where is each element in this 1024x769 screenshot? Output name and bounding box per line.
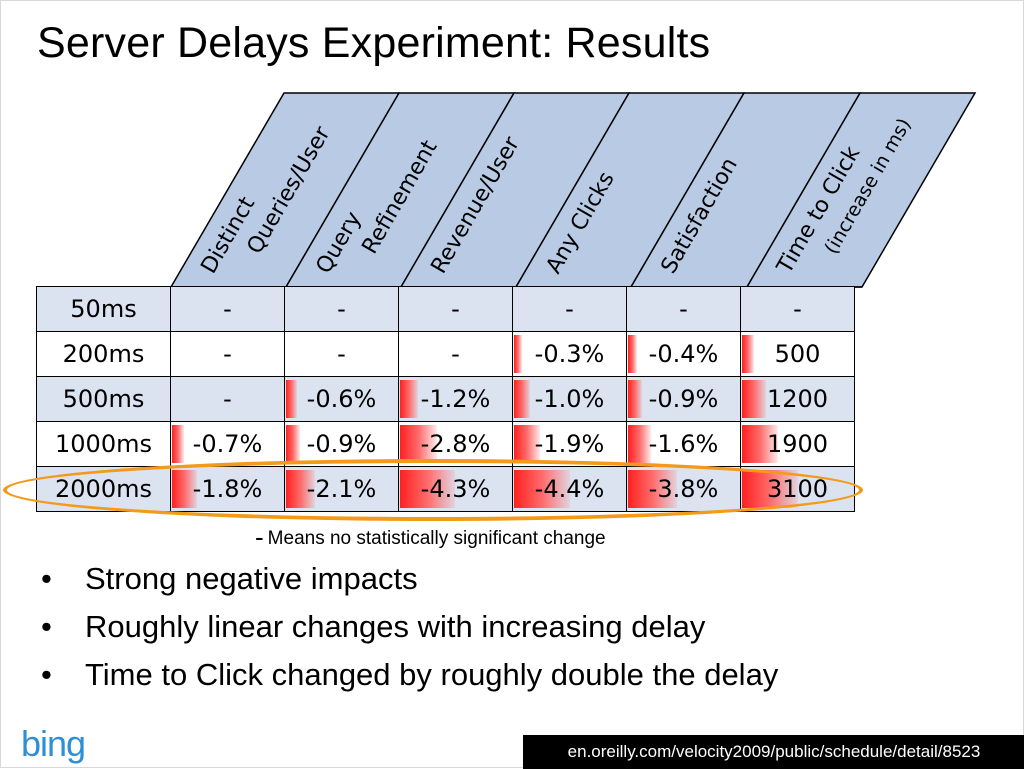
table-cell: 1200	[740, 376, 855, 422]
impact-bar	[514, 335, 522, 373]
table-cell: -0.6%	[284, 376, 399, 422]
results-table: 50ms - - - - - - 200ms - - - -0.3% -0.4% 500 500ms - -0.…	[36, 286, 855, 512]
cell-value: -0.6%	[306, 385, 377, 413]
cell-value: -0.9%	[306, 430, 377, 458]
cell-value: 3100	[766, 475, 829, 503]
table-cell: -1.6%	[626, 421, 741, 467]
bullet-dot: •	[41, 657, 52, 692]
source-url[interactable]: en.oreilly.com/velocity2009/public/sched…	[523, 735, 1024, 769]
table-row: 1000ms -0.7% -0.9% -2.8% -1.9% -1.6% 1900	[36, 421, 855, 467]
table-cell: -0.4%	[626, 331, 741, 377]
impact-bar	[628, 335, 637, 373]
cell-value: -	[565, 295, 574, 323]
cell-value: -4.3%	[420, 475, 491, 503]
table-cell: -	[284, 286, 399, 332]
cell-value: -	[223, 340, 232, 368]
cell-value: -2.1%	[306, 475, 377, 503]
impact-bar	[742, 380, 766, 418]
cell-value: 500	[774, 340, 821, 368]
table-cell: -2.8%	[398, 421, 513, 467]
table-cell: -0.7%	[170, 421, 285, 467]
footnote: - Means no statistically significant chan…	[255, 522, 606, 553]
row-label: 500ms	[36, 376, 171, 422]
cell-value: -1.6%	[648, 430, 719, 458]
cell-value: -1.0%	[534, 385, 605, 413]
cell-value: -0.3%	[534, 340, 605, 368]
bullet-list: • Strong negative impacts • Roughly linear…	[41, 561, 778, 705]
table-cell: 500	[740, 331, 855, 377]
impact-bar	[400, 380, 418, 418]
table-cell: -1.0%	[512, 376, 627, 422]
impact-bar	[172, 425, 184, 463]
column-header-band: DistinctQueries/UserQueryRefinementReven…	[36, 92, 977, 288]
table-cell: -	[284, 331, 399, 377]
impact-bar	[628, 425, 651, 463]
cell-value: -	[451, 340, 460, 368]
table-cell: -	[170, 376, 285, 422]
impact-bar	[514, 380, 530, 418]
table-cell: -	[512, 286, 627, 332]
table-cell: -	[170, 331, 285, 377]
footnote-dash: -	[255, 522, 264, 552]
table-cell: -	[170, 286, 285, 332]
cell-value: 1200	[766, 385, 829, 413]
slide-title: Server Delays Experiment: Results	[37, 19, 711, 67]
cell-value: -	[337, 340, 346, 368]
table-cell: -0.3%	[512, 331, 627, 377]
table-row: 200ms - - - -0.3% -0.4% 500	[36, 331, 855, 377]
impact-bar	[742, 425, 778, 463]
bullet-dot: •	[41, 609, 52, 644]
cell-value: -	[451, 295, 460, 323]
cell-value: -	[223, 295, 232, 323]
impact-bar	[286, 380, 297, 418]
cell-value: -0.4%	[648, 340, 719, 368]
cell-value: -1.2%	[420, 385, 491, 413]
table-row: 500ms - -0.6% -1.2% -1.0% -0.9% 1200	[36, 376, 855, 422]
row-label: 50ms	[36, 286, 171, 332]
table-cell: -	[740, 286, 855, 332]
table-cell: -	[398, 331, 513, 377]
bullet-dot: •	[41, 561, 52, 596]
table-cell: -1.2%	[398, 376, 513, 422]
bing-logo: bing	[21, 723, 86, 764]
table-cell: -	[626, 286, 741, 332]
impact-bar	[286, 425, 300, 463]
cell-value: -1.9%	[534, 430, 605, 458]
row-label: 200ms	[36, 331, 171, 377]
table-cell: -	[398, 286, 513, 332]
cell-value: -	[223, 385, 232, 413]
cell-value: -	[337, 295, 346, 323]
footnote-text: Means no statistically significant chang…	[267, 528, 606, 549]
impact-bar	[514, 425, 540, 463]
impact-bar	[400, 425, 437, 463]
cell-value: 1900	[766, 430, 829, 458]
cell-value: -2.8%	[420, 430, 491, 458]
highlight-ellipse	[3, 459, 863, 521]
bullet-item: • Roughly linear changes with increasing …	[41, 609, 706, 644]
table-row: 50ms - - - - - -	[36, 286, 855, 332]
cell-value: -4.4%	[534, 475, 605, 503]
bullet-item: • Strong negative impacts	[41, 561, 418, 596]
cell-value: -0.7%	[192, 430, 263, 458]
cell-value: -3.8%	[648, 475, 719, 503]
table-cell: 1900	[740, 421, 855, 467]
impact-bar	[628, 380, 642, 418]
cell-value: -	[679, 295, 688, 323]
impact-bar	[742, 335, 754, 373]
cell-value: -0.9%	[648, 385, 719, 413]
bullet-item: • Time to Click changed by roughly double…	[41, 657, 779, 692]
table-cell: -0.9%	[626, 376, 741, 422]
cell-value: -1.8%	[192, 475, 263, 503]
cell-value: -	[793, 295, 802, 323]
row-label: 1000ms	[36, 421, 171, 467]
